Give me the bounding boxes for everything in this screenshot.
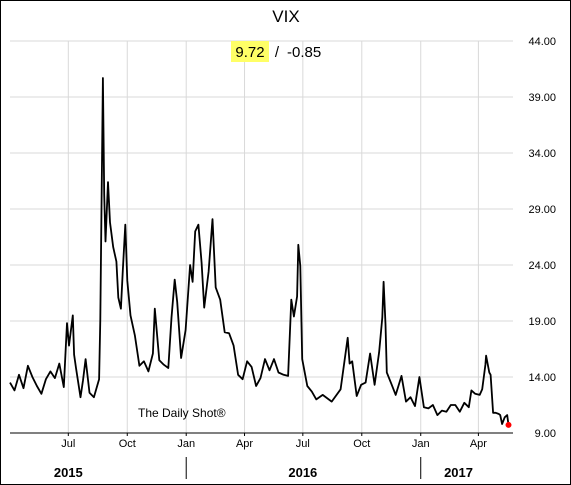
x-tick-label: Apr [470, 438, 487, 450]
change-value: -0.85 [287, 44, 321, 61]
grid-layer [10, 40, 513, 434]
value-separator: / [275, 44, 280, 61]
y-tick-label: 29.00 [528, 204, 556, 216]
x-tick-label: Jul [61, 438, 75, 450]
x-tick-label: Jan [412, 438, 430, 450]
y-tick-label: 44.00 [528, 36, 556, 48]
x-tick-label: Apr [236, 438, 253, 450]
vix-series-line [9, 77, 510, 426]
series-layer [9, 77, 512, 428]
y-tick-label: 19.00 [528, 316, 556, 328]
x-tick-label: Jul [296, 438, 310, 450]
axis-layer: 44.00 39.00 34.00 29.00 24.00 19.00 14.00 9.00 J… [10, 36, 556, 480]
last-value-highlight [231, 41, 269, 62]
last-value: 9.72 [235, 44, 264, 61]
last-point-marker [505, 421, 512, 428]
y-tick-label: 39.00 [528, 92, 556, 104]
x-tick-label: Jan [177, 438, 195, 450]
year-label: 2015 [54, 465, 83, 480]
y-tick-label: 24.00 [528, 260, 556, 272]
year-label: 2017 [444, 465, 473, 480]
chart-title: VIX [272, 7, 299, 26]
x-tick-label: Oct [353, 438, 370, 450]
x-tick-label: Oct [119, 438, 136, 450]
y-tick-label: 9.00 [535, 428, 556, 440]
year-label: 2016 [288, 465, 317, 480]
y-tick-label: 14.00 [528, 372, 556, 384]
watermark: The Daily Shot® [138, 406, 226, 420]
y-tick-label: 34.00 [528, 148, 556, 160]
